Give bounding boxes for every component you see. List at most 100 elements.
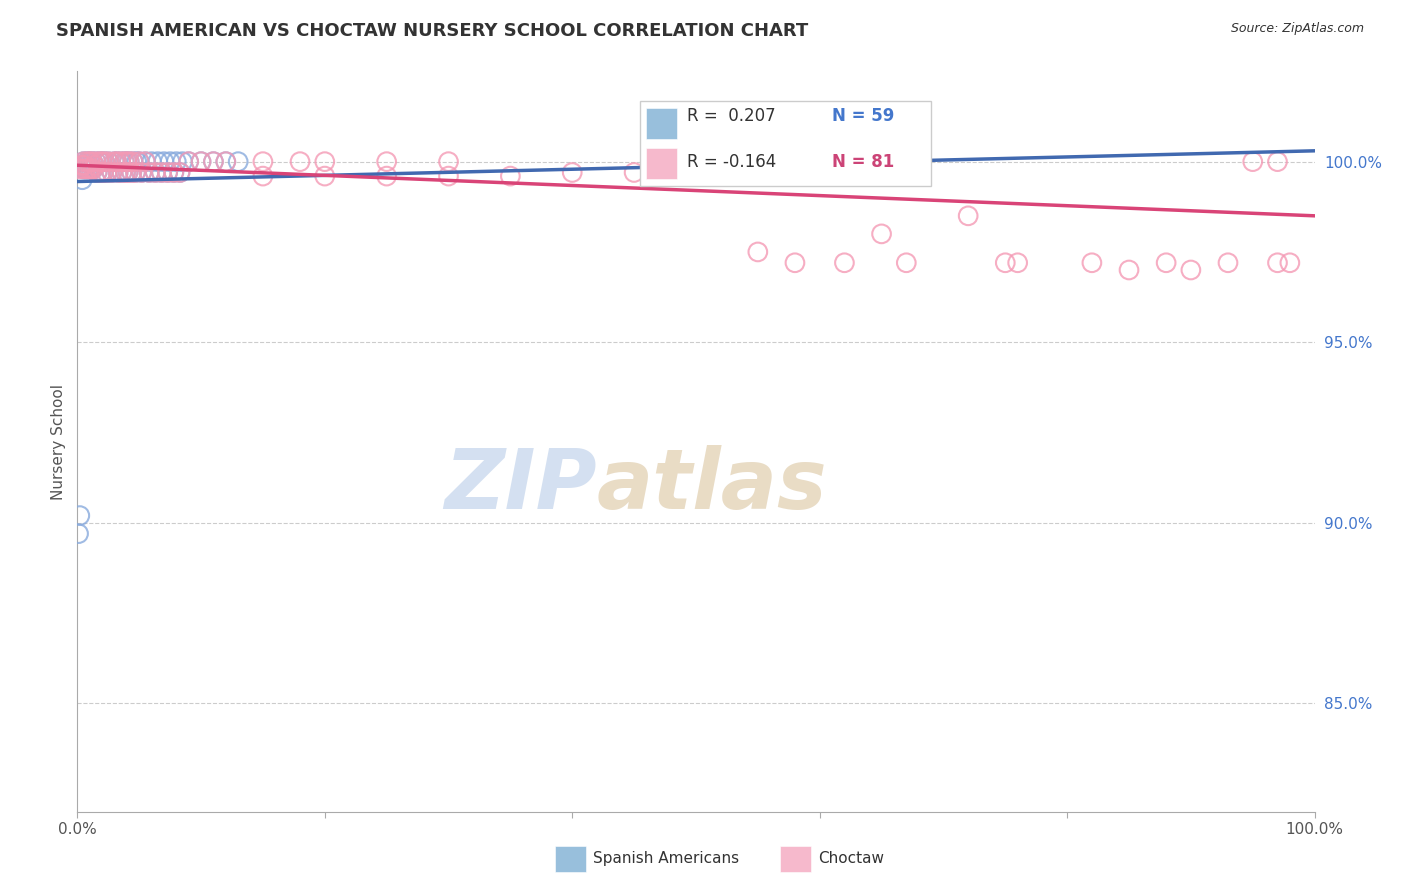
Point (72, 161, 94, 176)
Point (156, 165, 179, 179)
Point (82, 154, 104, 169)
Point (97, 154, 120, 169)
Point (82, 161, 104, 176)
Point (288, 154, 311, 169)
Point (226, 154, 249, 169)
Point (70, 158, 93, 172)
Point (747, 244, 769, 259)
Point (91, 165, 114, 179)
Point (122, 154, 145, 169)
Point (72, 161, 94, 176)
Point (1267, 256, 1289, 270)
Point (114, 165, 136, 179)
Point (808, 154, 831, 169)
Point (79, 154, 101, 169)
Point (215, 154, 238, 169)
Point (72, 154, 94, 169)
Point (499, 169, 522, 183)
Point (146, 154, 169, 169)
Point (91, 154, 114, 169)
Point (124, 165, 146, 179)
Point (783, 256, 806, 270)
Point (375, 169, 398, 183)
Y-axis label: Nursery School: Nursery School (51, 384, 66, 500)
Bar (647, 147, 678, 178)
Point (82, 154, 104, 169)
Point (202, 154, 225, 169)
Text: N = 81: N = 81 (832, 153, 894, 170)
Point (131, 165, 153, 179)
Point (1241, 154, 1264, 169)
Point (150, 165, 173, 179)
Point (169, 165, 191, 179)
Point (75, 161, 97, 176)
Point (89, 154, 111, 169)
Text: Spanish Americans: Spanish Americans (593, 852, 740, 866)
Point (110, 154, 132, 169)
Point (77, 161, 100, 176)
Point (121, 165, 143, 179)
Point (163, 165, 186, 179)
Point (896, 256, 918, 270)
Point (561, 165, 583, 179)
Text: Choctaw: Choctaw (818, 852, 884, 866)
Point (80, 161, 103, 176)
Point (107, 165, 129, 179)
Point (67, 526, 90, 541)
Point (202, 154, 225, 169)
Point (870, 227, 893, 241)
Point (96, 165, 118, 179)
Point (77, 161, 100, 176)
Point (138, 165, 160, 179)
Point (69, 161, 91, 176)
Point (177, 154, 200, 169)
Point (72, 158, 94, 172)
Point (79, 154, 101, 169)
Point (957, 209, 980, 223)
Point (125, 154, 148, 169)
Point (112, 154, 135, 169)
Point (375, 154, 398, 169)
Point (117, 165, 139, 179)
Point (122, 154, 145, 169)
Point (118, 154, 141, 169)
Point (215, 154, 238, 169)
Point (83, 158, 105, 172)
Point (437, 154, 460, 169)
Point (128, 154, 150, 169)
Point (96, 165, 118, 179)
Point (105, 154, 128, 169)
Point (172, 154, 194, 169)
Point (91, 154, 114, 169)
Point (89, 154, 111, 169)
Point (131, 165, 153, 179)
Point (84, 154, 107, 169)
Bar (647, 109, 678, 139)
Point (143, 165, 166, 179)
Point (76, 154, 98, 169)
Point (91, 165, 114, 179)
Point (165, 154, 187, 169)
Point (112, 154, 135, 169)
Point (1007, 256, 1029, 270)
Point (76, 154, 98, 169)
Point (86, 165, 108, 179)
Point (1267, 154, 1289, 169)
Point (437, 169, 460, 183)
Text: R =  0.207: R = 0.207 (688, 107, 776, 125)
Point (101, 165, 124, 179)
Point (72, 154, 94, 169)
Point (83, 158, 105, 172)
Point (101, 165, 124, 179)
Point (93, 154, 115, 169)
Point (169, 165, 191, 179)
Point (190, 154, 212, 169)
Point (1081, 256, 1104, 270)
Point (69, 508, 91, 523)
Point (117, 165, 139, 179)
Point (128, 154, 150, 169)
Point (73, 158, 96, 172)
Point (70, 158, 93, 172)
Point (1278, 256, 1301, 270)
Point (659, 165, 682, 179)
